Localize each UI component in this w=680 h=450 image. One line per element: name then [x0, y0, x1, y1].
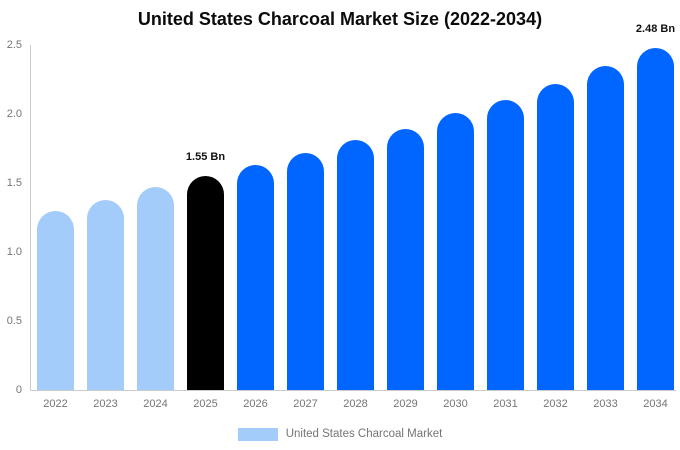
- y-axis-tick-2.5: 2.5: [6, 39, 22, 51]
- x-axis-label-2033: 2033: [593, 398, 618, 410]
- bar-2028[interactable]: [337, 140, 374, 390]
- bar-2032[interactable]: [537, 83, 574, 390]
- y-axis-tick-1.0: 1.0: [6, 246, 22, 258]
- legend[interactable]: United States Charcoal Market: [0, 426, 680, 442]
- x-axis-label-2026: 2026: [243, 398, 268, 410]
- bar-2026[interactable]: [237, 165, 274, 390]
- y-axis-tick-2.0: 2.0: [6, 108, 22, 120]
- y-axis-line: [30, 45, 31, 390]
- x-axis-label-2023: 2023: [93, 398, 118, 410]
- legend-label: United States Charcoal Market: [285, 428, 443, 440]
- x-axis-label-2034: 2034: [643, 398, 668, 410]
- bar-value-label-2034: 2.48 Bn: [635, 22, 676, 35]
- y-axis-tick-0: 0: [15, 384, 22, 396]
- x-axis-label-2028: 2028: [343, 398, 368, 410]
- bar-2033[interactable]: [587, 65, 624, 390]
- x-axis-label-2022: 2022: [43, 398, 68, 410]
- chart-title: United States Charcoal Market Size (2022…: [137, 9, 543, 29]
- x-axis-line: [30, 390, 676, 391]
- x-axis-label-2030: 2030: [443, 398, 468, 410]
- x-axis-label-2032: 2032: [543, 398, 568, 410]
- x-axis-label-2027: 2027: [293, 398, 318, 410]
- bar-2034[interactable]: [637, 47, 674, 390]
- y-axis-tick-1.5: 1.5: [6, 177, 22, 189]
- bar-value-label-2025: 1.55 Bn: [185, 151, 226, 164]
- x-axis-label-2025: 2025: [193, 398, 218, 410]
- bar-2030[interactable]: [437, 112, 474, 390]
- bar-2031[interactable]: [487, 100, 524, 390]
- bar-2024[interactable]: [137, 187, 174, 390]
- bar-2025[interactable]: [187, 176, 224, 390]
- legend-swatch-icon: [237, 427, 278, 441]
- bar-2023[interactable]: [87, 199, 124, 390]
- y-axis-tick-0.5: 0.5: [6, 315, 22, 327]
- x-axis-label-2029: 2029: [393, 398, 418, 410]
- x-axis-label-2031: 2031: [493, 398, 518, 410]
- bar-2022[interactable]: [37, 210, 74, 390]
- bar-2029[interactable]: [387, 129, 424, 390]
- bar-2027[interactable]: [287, 152, 324, 390]
- x-axis-label-2024: 2024: [143, 398, 168, 410]
